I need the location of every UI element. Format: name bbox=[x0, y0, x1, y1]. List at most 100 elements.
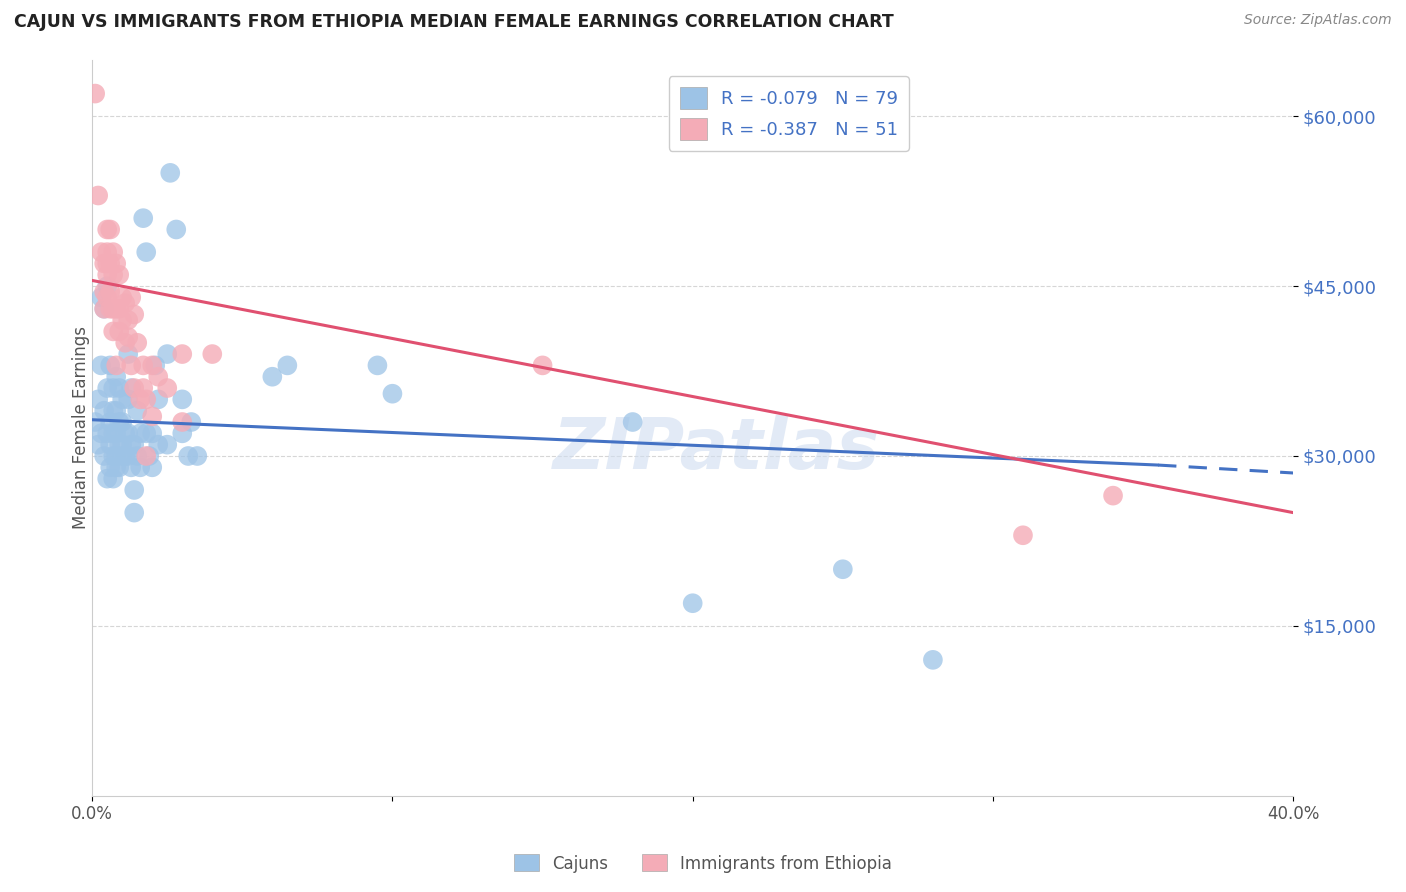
Point bbox=[1012, 528, 1035, 542]
Point bbox=[111, 290, 134, 304]
Point bbox=[129, 392, 152, 407]
Point bbox=[96, 472, 118, 486]
Point bbox=[90, 290, 112, 304]
Point bbox=[108, 460, 131, 475]
Point bbox=[90, 359, 112, 373]
Point bbox=[165, 222, 187, 236]
Point bbox=[103, 403, 125, 417]
Point bbox=[111, 313, 134, 327]
Point bbox=[159, 166, 181, 180]
Point bbox=[122, 506, 145, 520]
Point bbox=[90, 245, 112, 260]
Point bbox=[98, 438, 121, 452]
Point bbox=[105, 403, 128, 417]
Point bbox=[84, 87, 107, 101]
Point bbox=[103, 381, 125, 395]
Point bbox=[122, 483, 145, 497]
Legend: R = -0.079   N = 79, R = -0.387   N = 51: R = -0.079 N = 79, R = -0.387 N = 51 bbox=[669, 76, 908, 151]
Point bbox=[117, 347, 139, 361]
Point bbox=[108, 381, 131, 395]
Point bbox=[127, 403, 149, 417]
Point bbox=[172, 347, 194, 361]
Point bbox=[114, 426, 136, 441]
Point bbox=[105, 369, 128, 384]
Point bbox=[117, 330, 139, 344]
Point bbox=[98, 460, 121, 475]
Text: Source: ZipAtlas.com: Source: ZipAtlas.com bbox=[1244, 13, 1392, 28]
Point bbox=[105, 460, 128, 475]
Point bbox=[93, 301, 115, 316]
Point bbox=[186, 449, 208, 463]
Point bbox=[120, 460, 142, 475]
Point bbox=[141, 426, 163, 441]
Point bbox=[103, 301, 125, 316]
Point bbox=[93, 285, 115, 299]
Point bbox=[96, 256, 118, 270]
Point bbox=[96, 426, 118, 441]
Point bbox=[108, 415, 131, 429]
Point bbox=[90, 426, 112, 441]
Point bbox=[114, 335, 136, 350]
Point bbox=[148, 369, 170, 384]
Point bbox=[87, 188, 110, 202]
Point bbox=[135, 426, 157, 441]
Point bbox=[96, 279, 118, 293]
Point bbox=[682, 596, 704, 610]
Point bbox=[127, 449, 149, 463]
Point bbox=[141, 359, 163, 373]
Point bbox=[93, 403, 115, 417]
Point bbox=[122, 307, 145, 321]
Point bbox=[1102, 489, 1125, 503]
Point bbox=[103, 449, 125, 463]
Point bbox=[276, 359, 298, 373]
Point bbox=[141, 460, 163, 475]
Point bbox=[98, 222, 121, 236]
Point bbox=[141, 409, 163, 424]
Point bbox=[143, 359, 166, 373]
Point bbox=[201, 347, 224, 361]
Point bbox=[96, 268, 118, 282]
Point bbox=[98, 301, 121, 316]
Point bbox=[138, 449, 160, 463]
Point bbox=[111, 438, 134, 452]
Point bbox=[922, 653, 945, 667]
Point bbox=[98, 256, 121, 270]
Point bbox=[96, 381, 118, 395]
Point bbox=[93, 256, 115, 270]
Point bbox=[120, 359, 142, 373]
Point bbox=[103, 426, 125, 441]
Point bbox=[120, 438, 142, 452]
Point bbox=[132, 359, 155, 373]
Point bbox=[172, 415, 194, 429]
Point bbox=[93, 449, 115, 463]
Point bbox=[103, 472, 125, 486]
Y-axis label: Median Female Earnings: Median Female Earnings bbox=[72, 326, 90, 529]
Point bbox=[114, 296, 136, 310]
Point bbox=[156, 438, 179, 452]
Point bbox=[132, 381, 155, 395]
Point bbox=[108, 325, 131, 339]
Point bbox=[98, 285, 121, 299]
Point bbox=[93, 301, 115, 316]
Point bbox=[87, 392, 110, 407]
Point bbox=[120, 381, 142, 395]
Point bbox=[621, 415, 644, 429]
Point bbox=[108, 438, 131, 452]
Point bbox=[117, 426, 139, 441]
Point bbox=[135, 449, 157, 463]
Point bbox=[135, 245, 157, 260]
Point bbox=[105, 426, 128, 441]
Point bbox=[103, 325, 125, 339]
Point bbox=[127, 335, 149, 350]
Point bbox=[96, 222, 118, 236]
Point bbox=[96, 290, 118, 304]
Point bbox=[108, 268, 131, 282]
Point bbox=[172, 392, 194, 407]
Point bbox=[98, 415, 121, 429]
Point bbox=[105, 301, 128, 316]
Text: ZIPatlas: ZIPatlas bbox=[553, 416, 880, 484]
Point bbox=[103, 245, 125, 260]
Point bbox=[114, 449, 136, 463]
Point bbox=[129, 426, 152, 441]
Point bbox=[103, 268, 125, 282]
